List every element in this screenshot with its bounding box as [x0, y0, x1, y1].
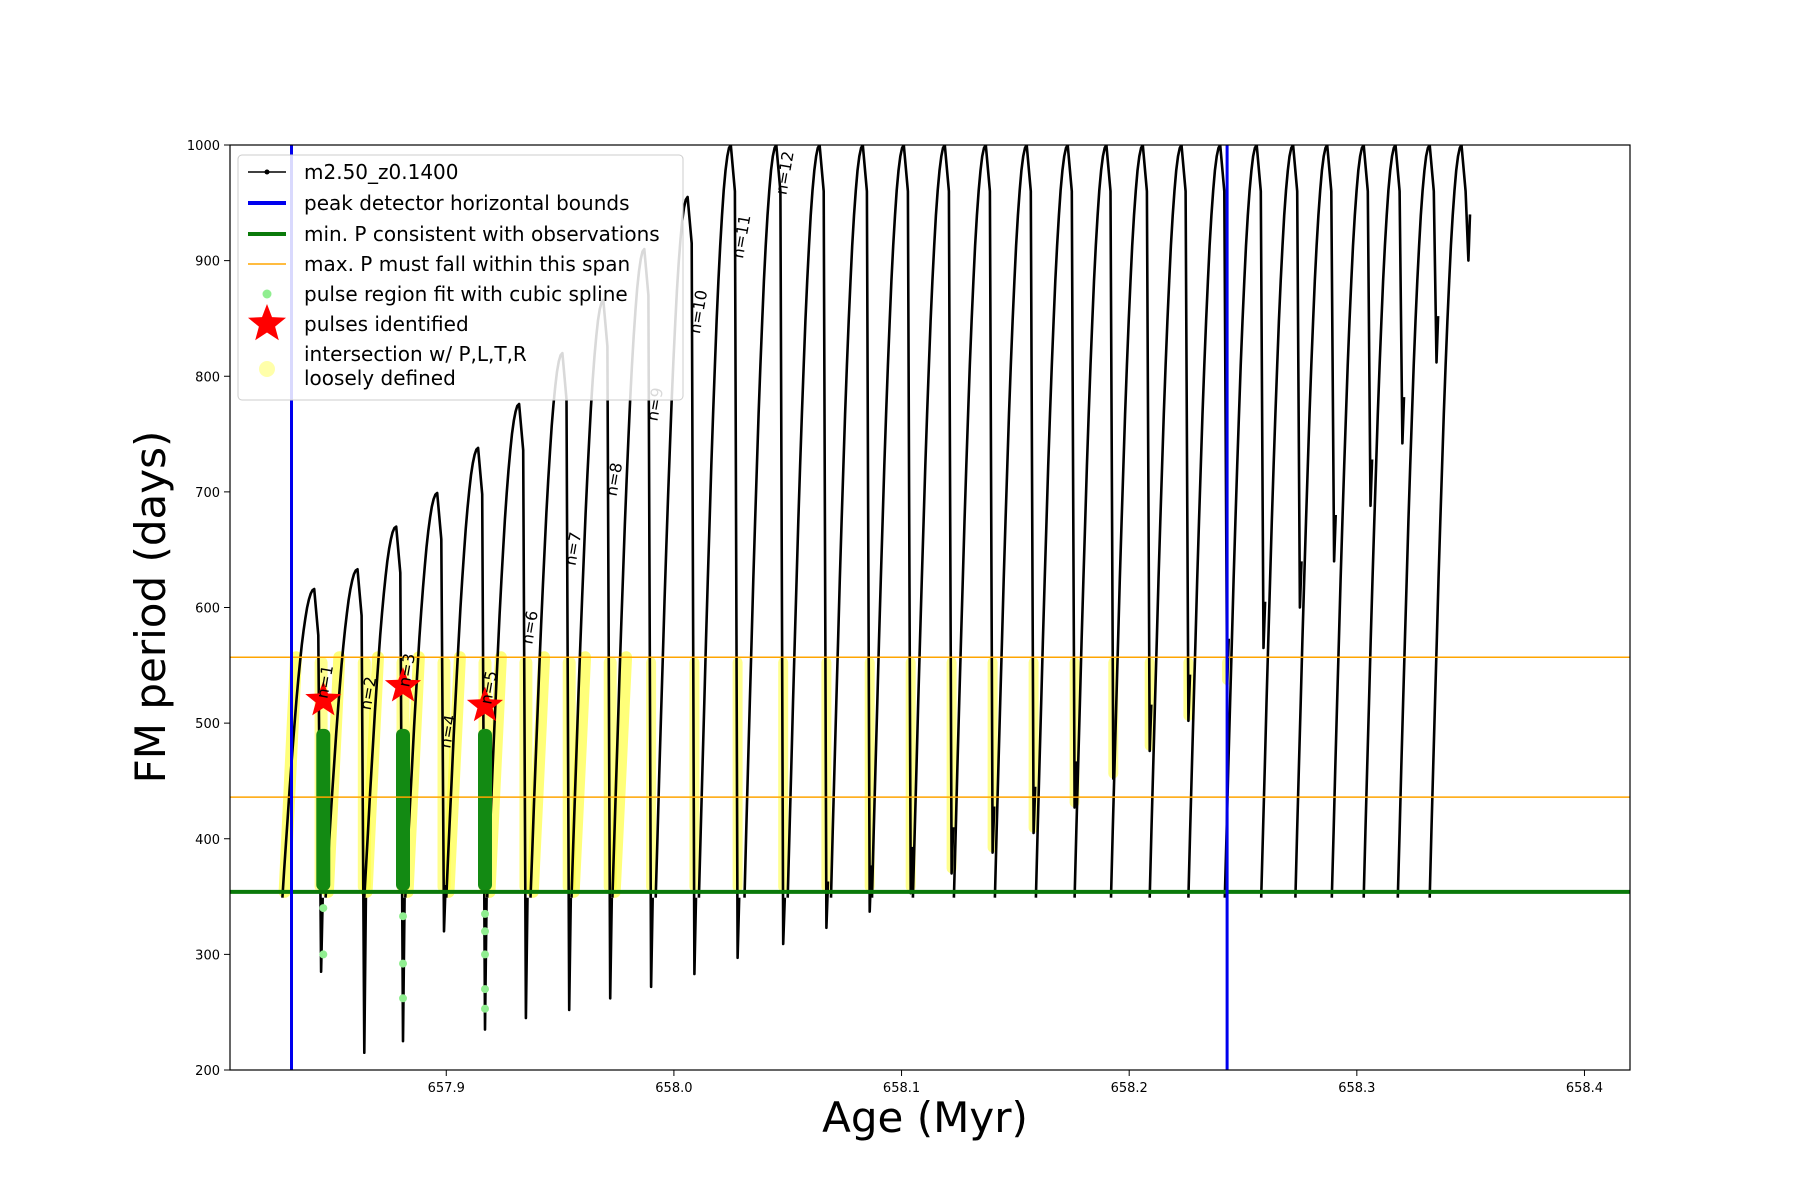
- green-spline-point: [319, 904, 328, 913]
- y-tick-label: 200: [195, 1064, 220, 1079]
- green-spline-region: [316, 728, 331, 891]
- pulse-curve: [870, 145, 914, 898]
- legend-label: min. P consistent with observations: [304, 222, 660, 246]
- pulse-curve: [1148, 145, 1192, 898]
- pulse-curve: [1073, 145, 1117, 898]
- x-tick-label: 658.4: [1566, 1081, 1603, 1096]
- legend-swatch-dot: [264, 169, 270, 175]
- pulse-curve: [993, 145, 1037, 898]
- green-spline-point: [399, 994, 407, 1003]
- green-spline-point: [481, 950, 489, 959]
- pulse-curve: [786, 145, 830, 930]
- legend-label: m2.50_z0.1400: [304, 160, 459, 184]
- pulse-curve: [1294, 145, 1337, 898]
- green-spline-point: [399, 912, 407, 921]
- legend-label: intersection w/ P,L,T,R: [304, 342, 527, 366]
- legend-swatch-star: [248, 304, 286, 341]
- pulse-star-marker: [466, 686, 503, 722]
- pulse-star-marker: [384, 667, 422, 702]
- legend-label: loosely defined: [304, 366, 456, 390]
- axis-ticks: 657.9 658.0 658.1 658.2 658.3 658.4 200 300 400 5…: [187, 139, 1603, 1096]
- yellow-rising-branch: [442, 651, 466, 898]
- y-axis-label: FM period (days): [126, 431, 175, 784]
- x-tick-label: 658.3: [1338, 1081, 1375, 1096]
- y-tick-label: 1000: [187, 139, 220, 154]
- y-tick-label: 900: [195, 255, 220, 270]
- legend-label: pulse region fit with cubic spline: [304, 282, 628, 306]
- y-tick-label: 600: [195, 602, 220, 617]
- y-tick-label: 300: [195, 948, 220, 963]
- pulse-star-marker: [305, 681, 342, 716]
- pulse-curve: [1330, 145, 1374, 898]
- pulse-curve: [445, 446, 488, 1031]
- green-spline-point: [481, 909, 489, 918]
- pulse-curve: [363, 525, 406, 1043]
- legend-swatch-circle: [259, 361, 275, 377]
- pulse-curve: [1187, 145, 1230, 898]
- green-spline-point: [481, 1004, 489, 1013]
- pulse-curve: [485, 402, 529, 1020]
- legend-label: peak detector horizontal bounds: [304, 191, 630, 215]
- yellow-rising-branch: [567, 651, 592, 898]
- pulse-curve: [281, 587, 324, 973]
- x-tick-label: 658.1: [883, 1081, 920, 1096]
- green-spline-point: [481, 985, 489, 994]
- y-tick-label: 500: [195, 717, 220, 732]
- pulse-curve: [1428, 145, 1472, 898]
- green-spline-region: [396, 728, 410, 891]
- pulse-curve: [1362, 145, 1406, 898]
- legend-label: pulses identified: [304, 312, 469, 336]
- green-spline-point: [319, 950, 328, 959]
- y-tick-label: 700: [195, 486, 220, 501]
- pulse-curve: [1259, 145, 1303, 898]
- x-axis-label: Age (Myr): [822, 1093, 1028, 1142]
- pulse-curve: [911, 145, 955, 898]
- pulse-curve: [1109, 145, 1153, 898]
- pulse-curve: [404, 491, 447, 933]
- green-spline-point: [399, 959, 407, 968]
- legend-swatch-dot: [262, 289, 272, 299]
- yellow-rising-branch: [526, 651, 551, 898]
- x-tick-label: 657.9: [428, 1081, 465, 1096]
- green-spline-region: [478, 728, 492, 891]
- pulse-curve: [324, 568, 368, 1054]
- y-tick-label: 400: [195, 833, 220, 848]
- pulse-curve: [829, 145, 873, 913]
- legend-label: max. P must fall within this span: [304, 252, 630, 276]
- green-spline-point: [481, 927, 489, 936]
- pulse-curve: [1396, 145, 1440, 898]
- pulse-curve: [1223, 145, 1267, 898]
- pulse-curve: [743, 145, 787, 946]
- x-tick-label: 658.0: [655, 1081, 692, 1096]
- pulse-curve: [697, 145, 741, 960]
- yellow-rising-branch: [608, 651, 633, 898]
- x-tick-label: 658.2: [1111, 1081, 1148, 1096]
- legend-box: [237, 154, 684, 401]
- y-tick-label: 800: [195, 370, 220, 385]
- pulse-curve: [952, 145, 996, 898]
- pulse-curve: [1034, 145, 1078, 898]
